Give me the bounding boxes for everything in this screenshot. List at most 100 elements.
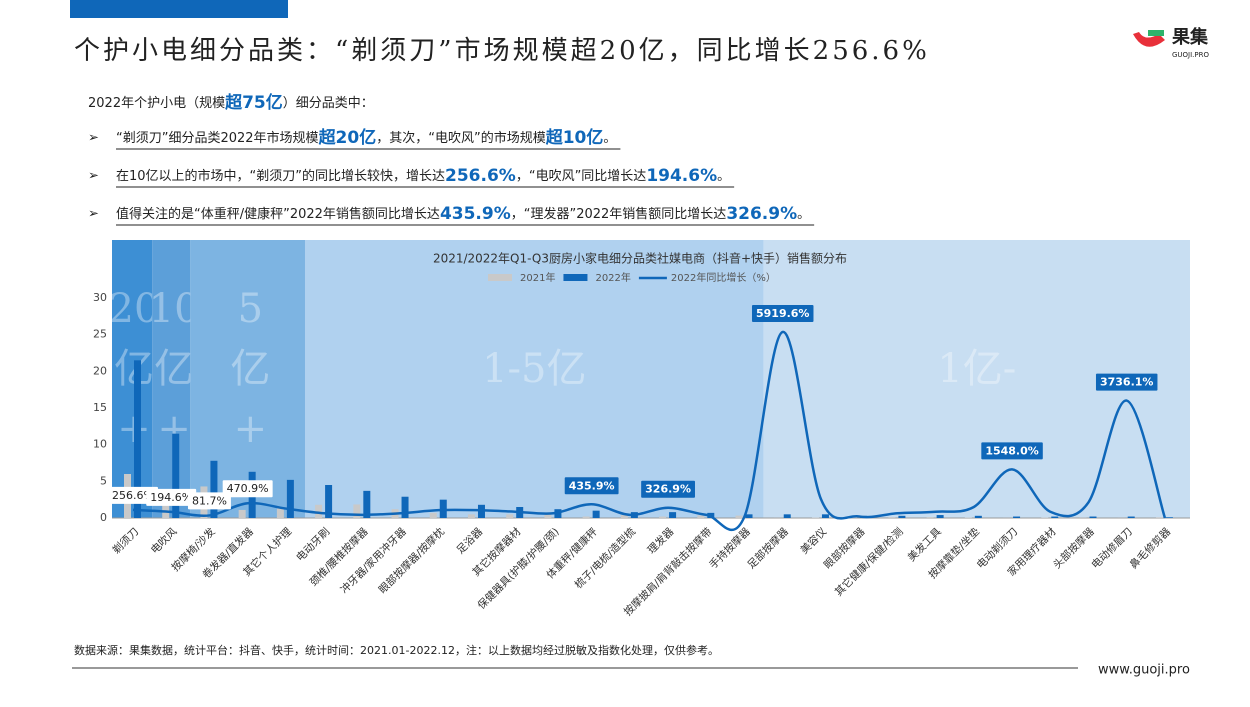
bar [1156, 517, 1163, 518]
text: ，“电吹风”同比增长达 [516, 169, 646, 184]
highlight: 194.6% [646, 166, 717, 186]
bar [746, 514, 753, 518]
x-tick-label: 眼部按摩器/按摩枕 [376, 525, 447, 596]
text: 2022年个护小电（规模 [88, 96, 225, 111]
bar [1090, 517, 1097, 518]
data-label: 3736.1% [1100, 376, 1153, 389]
bullet-arrow: ➢ [88, 169, 99, 184]
bullet-arrow: ➢ [88, 131, 99, 146]
text-line: 在10亿以上的市场中，“剃须刀”的同比增长较快，增长达256.6%，“电吹风”同… [116, 166, 730, 186]
bar [669, 512, 676, 518]
highlight: 超10亿 [546, 127, 604, 148]
bar [277, 508, 284, 518]
data-label-group: 435.9% [565, 477, 619, 494]
x-tick-label: 美发工具 [905, 525, 944, 564]
text: 在10亿以上的市场中，“剃须刀”的同比增长较快，增长达 [116, 168, 445, 184]
logo-icon [1148, 30, 1164, 36]
source: 数据来源：果集数据，统计平台：抖音、快手，统计时间：2021.01-2022.1… [74, 643, 719, 657]
bar [784, 514, 791, 518]
bullet-arrow: ➢ [88, 207, 99, 222]
chart-title: 2021/2022年Q1-Q3厨房小家电细分品类社媒电商（抖音+快手）销售额分布 [433, 251, 847, 266]
data-label: 81.7% [192, 494, 227, 507]
data-label-group: 470.9% [223, 480, 273, 497]
text: 值得关注的是“体重秤/健康秤”2022年销售额同比增长达 [116, 206, 440, 222]
band-label: 5 [238, 286, 263, 332]
highlight: 超20亿 [319, 127, 377, 148]
data-label: 194.6% [150, 491, 192, 504]
bar [975, 516, 982, 518]
bar [1128, 517, 1135, 518]
legend-swatch [563, 274, 587, 281]
data-label-group: 5919.6% [752, 305, 813, 322]
band-label: 1-5亿 [482, 346, 586, 392]
logo: 果集 [1171, 26, 1209, 48]
bar [430, 513, 437, 518]
text: “剃须刀”细分品类2022年市场规模 [116, 130, 319, 146]
x-tick-label: 鼻毛修剪器 [1127, 525, 1174, 572]
text: 。 [603, 131, 616, 146]
url: www.guoji.pro [1098, 663, 1190, 678]
y-tick-label: 20 [93, 364, 107, 377]
bar [1051, 517, 1058, 518]
bar [583, 517, 590, 518]
data-label: 5919.6% [756, 307, 809, 320]
data-label-group: 3736.1% [1096, 374, 1157, 391]
data-label-group: 326.9% [641, 481, 695, 498]
y-tick-label: 10 [93, 438, 107, 451]
text-line: 值得关注的是“体重秤/健康秤”2022年销售额同比增长达435.9%，“理发器”… [116, 204, 810, 224]
y-tick-label: 30 [93, 291, 107, 304]
text-line: 2022年个护小电（规模超75亿）细分品类中： [88, 92, 374, 113]
data-label: 435.9% [569, 479, 615, 492]
y-tick-label: 15 [93, 401, 107, 414]
x-tick-label: 剃须刀 [110, 526, 141, 557]
legend-label: 2022年 [595, 271, 630, 284]
bar [593, 511, 600, 518]
highlight: 435.9% [440, 204, 511, 224]
bar [927, 517, 934, 518]
title: 个护小电细分品类：“剃须刀”市场规模超20亿，同比增长256.6% [74, 36, 930, 66]
data-label-group: 1548.0% [981, 442, 1042, 459]
bar [888, 517, 895, 518]
y-tick-label: 0 [100, 511, 107, 524]
bar [812, 517, 819, 518]
x-tick-label: 其它健康/保健/检测 [832, 525, 906, 599]
legend-label: 2021年 [520, 271, 555, 284]
bar [468, 514, 475, 518]
text: 。 [717, 169, 730, 184]
bar [736, 516, 743, 518]
highlight: 超75亿 [225, 92, 283, 113]
text: ，其次，“电吹风”的市场规模 [376, 130, 545, 146]
x-tick-label: 电吹风 [148, 525, 180, 557]
bar [287, 480, 294, 518]
band-label: 亿 [154, 346, 194, 392]
data-label: 1548.0% [985, 444, 1038, 457]
y-tick-label: 25 [93, 328, 107, 341]
bar [822, 514, 829, 518]
x-tick-label: 冲牙器/家用冲牙器 [338, 525, 409, 596]
y-tick-label: 5 [100, 474, 107, 487]
logo-sub: GUOJI.PRO [1172, 51, 1209, 59]
highlight: 256.6% [445, 166, 516, 186]
text: 。 [797, 207, 810, 222]
bar [965, 517, 972, 518]
x-tick-label: 足部按摩器 [745, 525, 792, 572]
highlight: 326.9% [726, 204, 797, 224]
text: ，“理发器”2022年销售额同比增长达 [511, 206, 727, 222]
legend-label: 2022年同比增长（%） [671, 271, 776, 284]
bar [1013, 517, 1020, 518]
bar [697, 515, 704, 518]
bar [659, 517, 666, 518]
bar [1166, 517, 1173, 518]
x-tick-label: 足浴器 [454, 525, 485, 556]
bar [937, 515, 944, 518]
bar [239, 510, 246, 518]
bar [544, 514, 551, 518]
band-label: 亿 [230, 346, 270, 392]
bar [1041, 517, 1048, 518]
bar [506, 514, 513, 518]
band-label: + [234, 406, 268, 452]
text: ）细分品类中： [283, 96, 374, 111]
x-tick-label: 理发器 [645, 525, 677, 557]
